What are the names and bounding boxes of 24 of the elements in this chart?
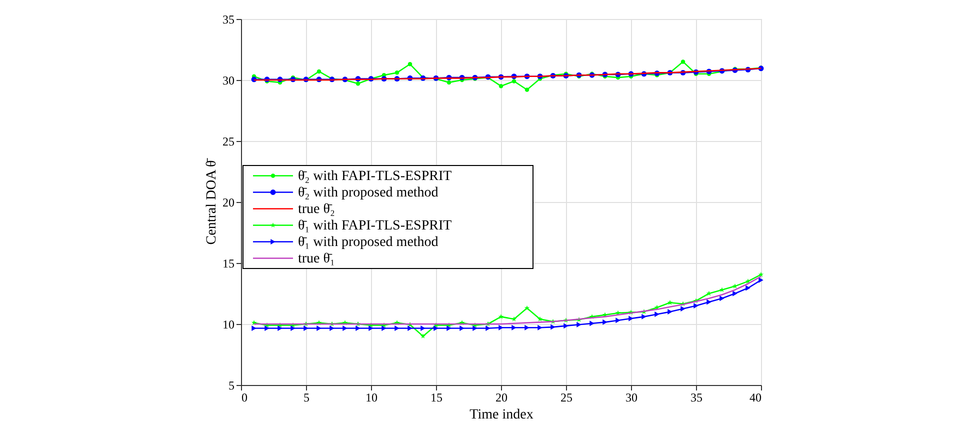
x-axis-title: Time index — [470, 408, 534, 422]
y-axis-title: Central DOA θ̄ — [204, 157, 220, 245]
y-tick-label: 5 — [228, 378, 234, 392]
y-tick-label: 10 — [222, 318, 234, 332]
x-tick-label: 15 — [430, 390, 442, 404]
x-tick-label: 20 — [496, 390, 508, 404]
y-tick-label: 35 — [222, 12, 234, 26]
legend-label: θ̄₂ with FAPI-TLS-ESPRIT — [298, 168, 452, 184]
legend-label: true θ̄₂ — [298, 202, 335, 217]
y-tick-label: 15 — [222, 256, 234, 270]
legend-label: θ̄₂ with proposed method — [298, 185, 438, 200]
x-tick-label: 5 — [304, 390, 310, 404]
legend-label: θ̄₁ with FAPI-TLS-ESPRIT — [298, 218, 452, 234]
x-tick-label: 30 — [626, 390, 638, 404]
legend-label: θ̄₁ with proposed method — [298, 234, 438, 250]
x-tick-label: 10 — [366, 390, 378, 404]
y-tick-label: 30 — [222, 74, 234, 88]
x-tick-label: 35 — [690, 390, 702, 404]
y-tick-label: 20 — [222, 196, 234, 210]
x-tick-label: 25 — [560, 390, 572, 404]
y-tick-label: 25 — [222, 134, 234, 148]
legend-label: true θ̄₁ — [298, 251, 335, 266]
x-tick-label: 40 — [750, 390, 762, 404]
x-tick-label: 0 — [242, 390, 248, 404]
